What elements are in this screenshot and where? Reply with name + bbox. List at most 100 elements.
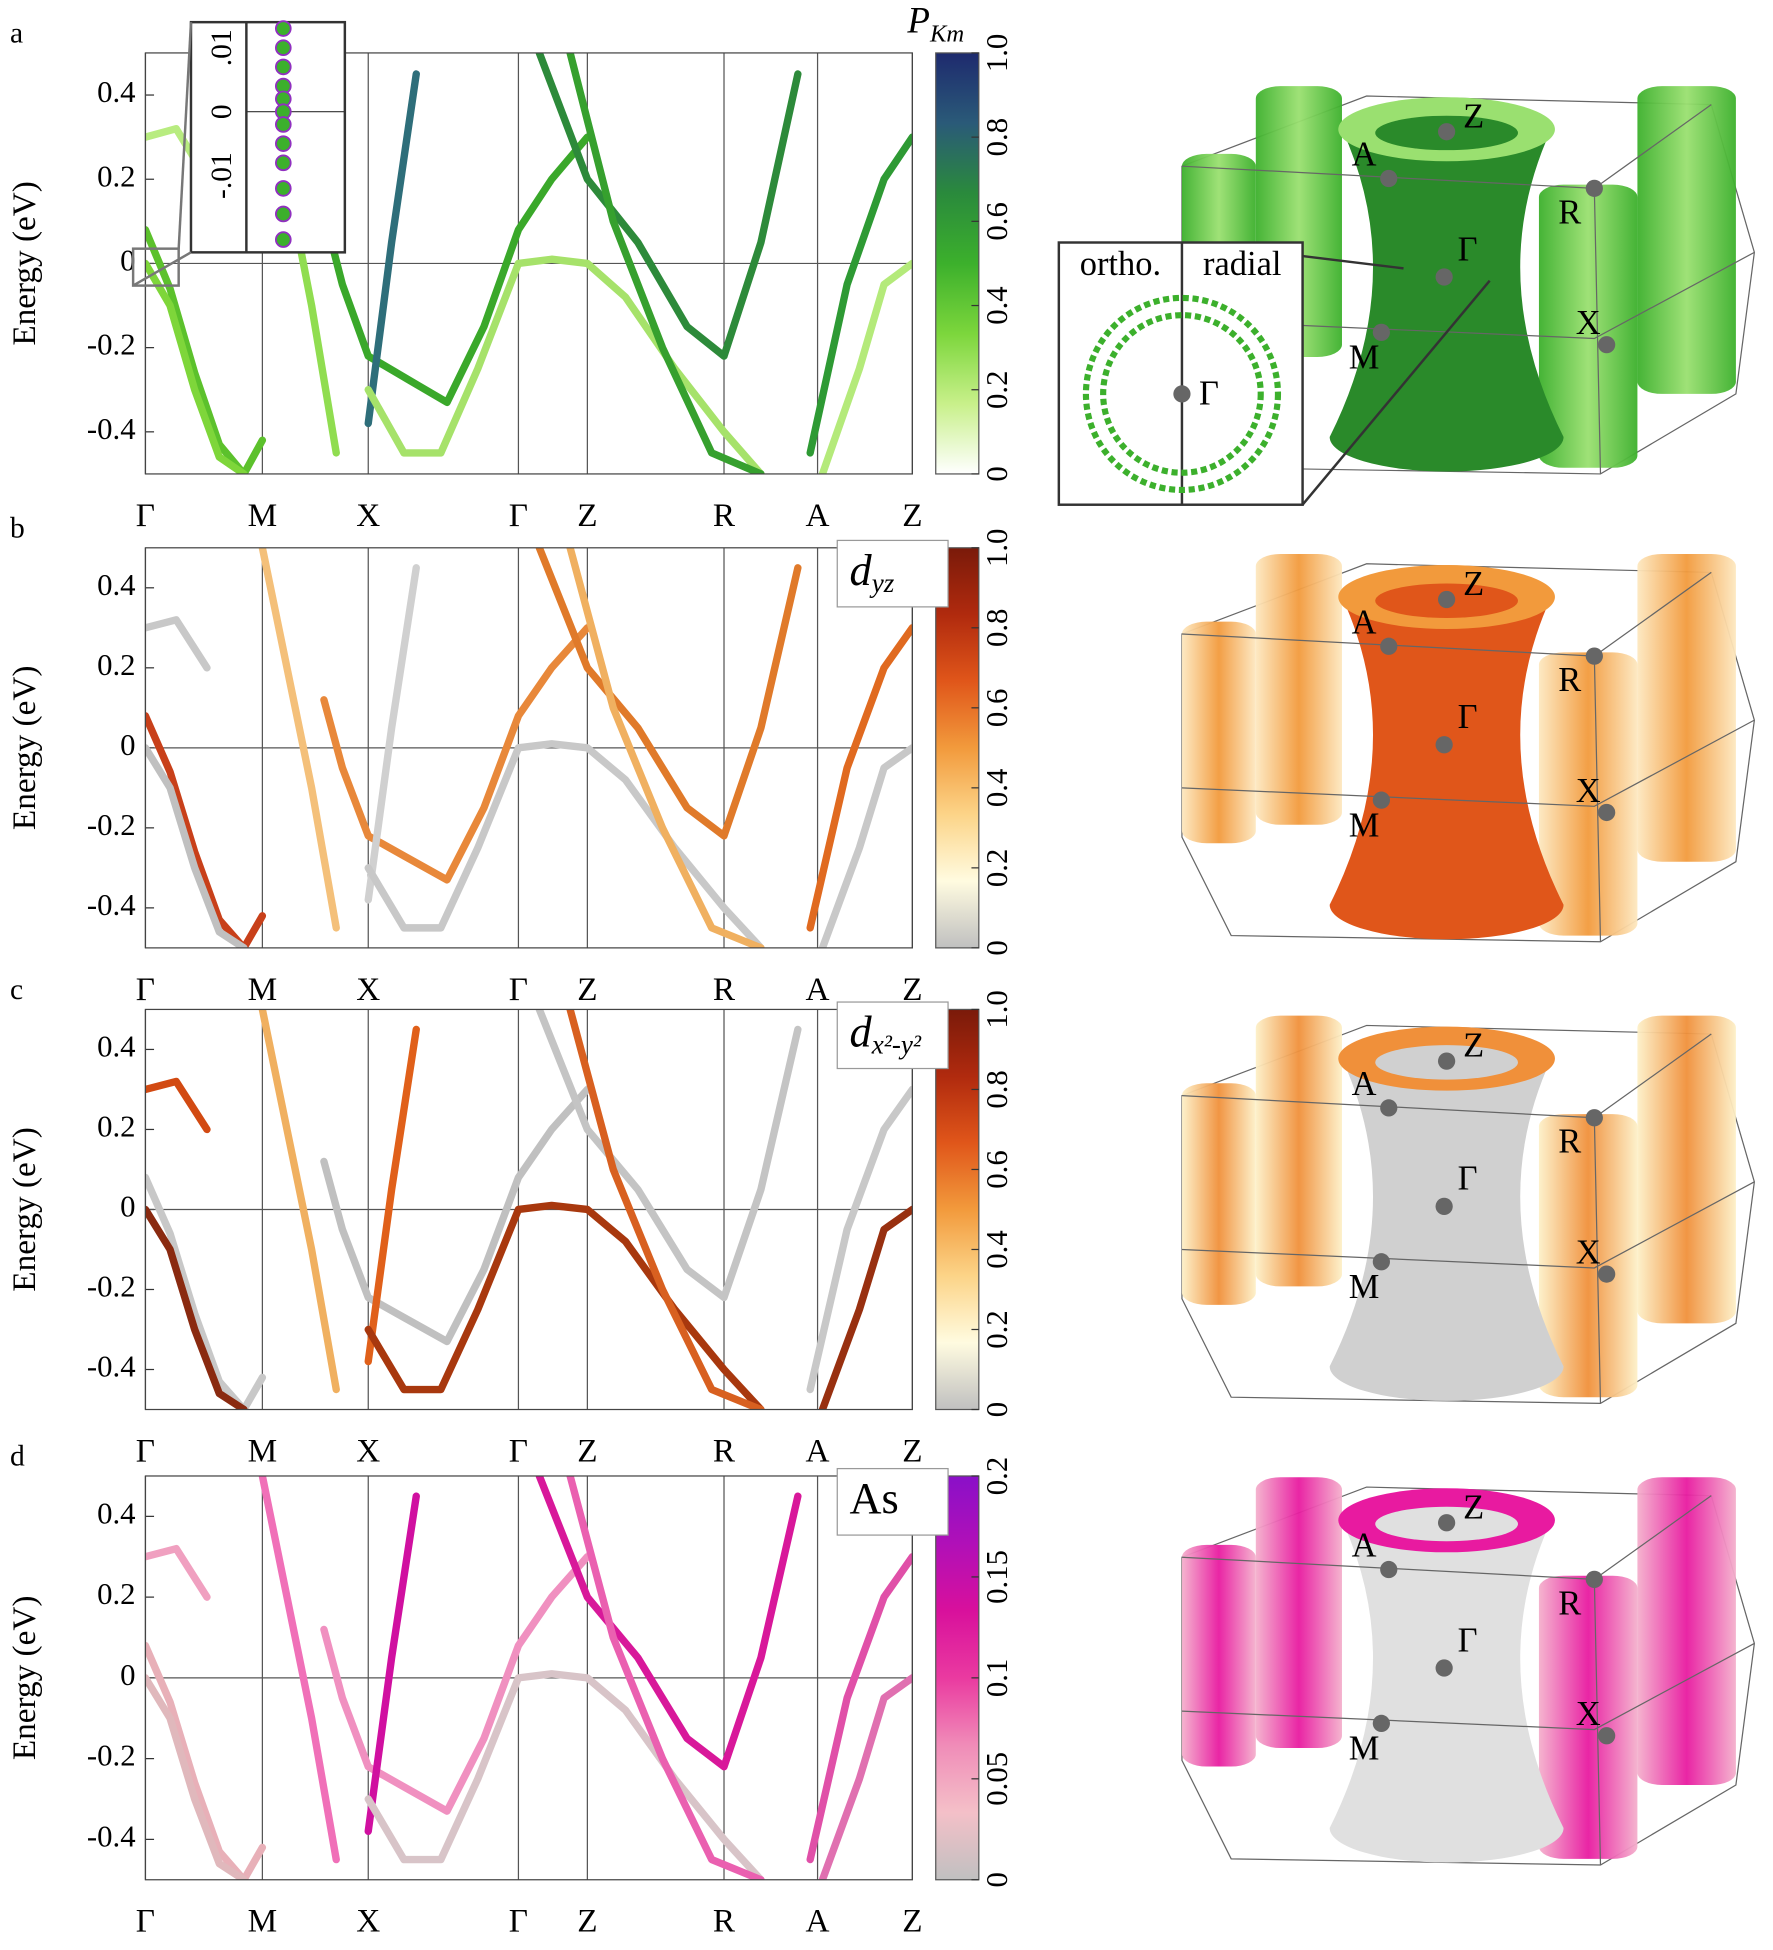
k-point-label: R [1558, 1123, 1581, 1161]
cyl-back-right [1637, 553, 1736, 862]
inset-point [274, 231, 292, 248]
x-tick-label: A [806, 497, 830, 534]
zoom-line [132, 251, 192, 287]
band [535, 1475, 802, 1771]
k-point [1435, 1659, 1453, 1677]
k-point [1435, 268, 1453, 286]
k-point [1585, 647, 1603, 665]
y-tick-label: -0.2 [87, 808, 136, 842]
colorbar-tick-label: 0.2 [980, 371, 1014, 409]
x-tick-label: X [356, 1903, 380, 1940]
band [364, 1025, 420, 1366]
colorbar [935, 1008, 980, 1411]
k-point [1437, 1052, 1456, 1070]
label-main: P [906, 0, 930, 41]
k-point-label: Γ [1458, 1621, 1478, 1659]
k-point-label: A [1352, 135, 1377, 173]
y-axis-label: Energy (eV) [6, 181, 43, 346]
plot-frame [144, 1008, 913, 1411]
inset-point [274, 180, 292, 197]
y-tick-label: 0.2 [97, 159, 135, 193]
colorbar-tick-label: 0.8 [980, 118, 1014, 156]
k-point-label: X [1576, 1695, 1601, 1733]
band [535, 52, 802, 360]
colorbar-tick-label: 0 [980, 940, 1014, 955]
k-point-label: M [1349, 1268, 1380, 1306]
y-tick-label: -0.4 [87, 412, 136, 446]
k-point-label: M [1349, 1730, 1380, 1768]
inset-tick-label: 0 [206, 104, 238, 119]
band [364, 255, 765, 474]
band [145, 1544, 211, 1601]
cyl-left [1181, 1544, 1256, 1767]
colorbar-tick-label: 0.6 [980, 1150, 1014, 1188]
x-tick-label: Γ [136, 1432, 155, 1469]
band [566, 547, 765, 948]
y-tick-label: 0.2 [97, 1110, 135, 1144]
x-tick-label: Γ [509, 971, 528, 1008]
inset-point [274, 205, 292, 223]
label-main: d [850, 546, 873, 595]
panel-letter: b [10, 512, 25, 544]
k-point-label: X [1576, 772, 1601, 810]
ring [1100, 312, 1264, 476]
band [364, 1492, 420, 1835]
colorbar-tick-label: 0.2 [980, 849, 1014, 887]
band [320, 1553, 592, 1815]
k-point-label: X [1576, 304, 1601, 342]
colorbar-tick-label: 0.15 [980, 1550, 1014, 1604]
plot-frame [144, 52, 913, 475]
k-point [1585, 1570, 1603, 1589]
band [320, 133, 592, 407]
colorbar-tick-label: 0.05 [980, 1752, 1014, 1806]
cross-section: ortho. radial Γ [1057, 241, 1491, 506]
fermi-surface: Z A R Γ X M [1181, 1477, 1755, 1866]
colorbar-label: dx²-y² [850, 1008, 922, 1060]
colorbar-tick-label: 0 [980, 1402, 1014, 1417]
cyl-back-left [1255, 1477, 1342, 1749]
neck [1329, 129, 1564, 472]
k-point [1380, 1560, 1398, 1579]
colorbar-tick-label: 0.4 [980, 286, 1014, 324]
y-tick-label: 0.2 [97, 648, 135, 682]
colorbar-tick-label: 1.0 [980, 34, 1014, 72]
k-point [1380, 1099, 1398, 1117]
band [806, 1085, 913, 1394]
y-axis-label: Energy (eV) [6, 1596, 43, 1761]
y-tick-label: -0.2 [87, 1739, 136, 1773]
band [145, 1674, 248, 1880]
panel-letter: d [10, 1441, 25, 1473]
label-main: As [850, 1474, 899, 1523]
y-tick-label: 0.4 [97, 1496, 135, 1530]
colorbar-tick-label: 0.6 [980, 689, 1014, 727]
k-point [1435, 1197, 1453, 1216]
x-tick-label: R [713, 1903, 736, 1940]
colorbar-tick-label: 1.0 [980, 990, 1014, 1028]
x-tick-label: Γ [136, 497, 155, 534]
center-point [1173, 385, 1191, 403]
bz-edge [1181, 1024, 1755, 1404]
k-point [1598, 1727, 1616, 1745]
k-point-label: X [1576, 1234, 1601, 1272]
band [806, 133, 913, 457]
bands [145, 547, 913, 948]
x-tick-label: Γ [136, 971, 155, 1008]
neck [1329, 597, 1564, 940]
k-point [1585, 179, 1603, 197]
inset-point [274, 135, 292, 152]
x-tick-label: Z [902, 1432, 922, 1469]
label-main: d [850, 1008, 873, 1057]
band [566, 52, 765, 474]
fermi-surface: Z A R Γ X M [1181, 553, 1755, 943]
band [566, 1009, 765, 1410]
plot-frame [144, 547, 913, 949]
x-tick-label: Γ [509, 1432, 528, 1469]
x-tick-label: Z [577, 1903, 597, 1940]
band [566, 1475, 765, 1880]
band [145, 712, 267, 948]
k-point-label: Z [1463, 1027, 1484, 1065]
cyl-back-right [1637, 86, 1736, 394]
cyl-back-left [1255, 1015, 1342, 1287]
inset-bg [189, 20, 347, 254]
